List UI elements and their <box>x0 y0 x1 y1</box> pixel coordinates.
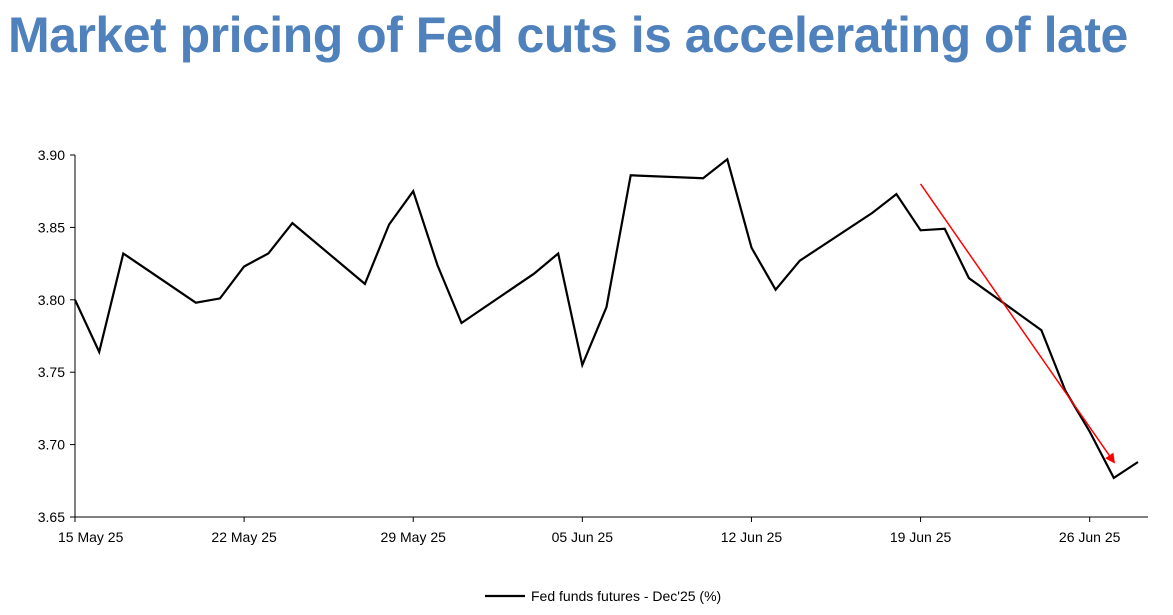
x-tick-label: 15 May 25 <box>58 529 124 545</box>
y-tick-label: 3.65 <box>38 509 65 525</box>
annotations <box>919 183 1115 464</box>
x-tick-label: 19 Jun 25 <box>890 529 952 545</box>
y-tick-label: 3.85 <box>38 219 65 235</box>
axes <box>74 155 1148 518</box>
y-tick-label: 3.90 <box>38 147 65 163</box>
x-axis-ticks: 15 May 25 22 May 25 29 May 25 05 Jun 25 12 J… <box>58 517 1121 545</box>
y-axis-ticks: 3.65 3.70 3.75 3.80 3.85 3.90 <box>38 147 75 525</box>
series-line-fed-funds-futures <box>74 157 1139 480</box>
series-group <box>74 157 1139 480</box>
y-tick-label: 3.70 <box>38 437 65 453</box>
legend-label: Fed funds futures - Dec'25 (%) <box>531 588 721 604</box>
legend: Fed funds futures - Dec'25 (%) <box>485 588 721 604</box>
x-tick-label: 22 May 25 <box>211 529 277 545</box>
x-tick-label: 26 Jun 25 <box>1059 529 1121 545</box>
x-tick-label: 12 Jun 25 <box>721 529 783 545</box>
chart-title: Market pricing of Fed cuts is accelerati… <box>8 7 1128 63</box>
x-tick-label: 05 Jun 25 <box>552 529 614 545</box>
y-tick-label: 3.75 <box>38 364 65 380</box>
y-tick-label: 3.80 <box>38 292 65 308</box>
trend-arrow <box>919 183 1115 464</box>
x-tick-label: 29 May 25 <box>381 529 447 545</box>
